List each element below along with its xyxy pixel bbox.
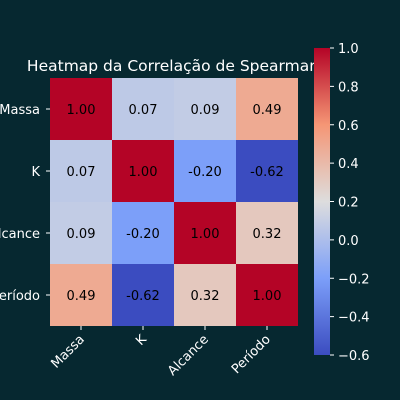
colorbar-tick-label: 0.6 (338, 119, 359, 134)
heatmap-cell: 0.49 (236, 78, 298, 140)
row-label: Período (0, 289, 40, 304)
colorbar: 1.0 0.8 0.6 0.4 0.2 0.0 −0.2 −0.4 −0.6 (314, 42, 370, 364)
heatmap-cell-fill (50, 202, 112, 264)
column-labels: Massa K Alcance Período (48, 326, 274, 379)
heatmap-cell-fill (174, 140, 236, 202)
heatmap-cell-value: 0.32 (191, 289, 220, 304)
colorbar-tick-label: 1.0 (338, 42, 359, 57)
colorbar-tick-label: −0.4 (338, 311, 370, 326)
heatmap-cell-fill (50, 264, 112, 326)
heatmap-cell-fill (174, 202, 236, 264)
colorbar-ticks: 1.0 0.8 0.6 0.4 0.2 0.0 −0.2 −0.4 −0.6 (330, 42, 370, 364)
chart-title: Heatmap da Correlação de Spearman (27, 57, 319, 75)
heatmap-cell: 0.07 (50, 140, 112, 202)
heatmap-cell: 0.49 (50, 264, 112, 326)
heatmap-cell-fill (50, 78, 112, 140)
heatmap-cell: 1.00 (174, 202, 236, 264)
column-label: Alcance (165, 332, 212, 379)
heatmap-cell: 0.32 (236, 202, 298, 264)
heatmap-cell-value: -0.62 (250, 165, 284, 180)
heatmap-cell: 0.09 (50, 202, 112, 264)
heatmap-cell-value: -0.20 (188, 165, 222, 180)
row-labels: Massa K Alcance Período (0, 103, 50, 304)
heatmap-cell: 0.09 (174, 78, 236, 140)
heatmap-cell-value: 0.09 (191, 103, 220, 118)
heatmap-cell-value: -0.62 (126, 289, 160, 304)
colorbar-tick-label: −0.6 (338, 349, 370, 364)
heatmap-cell-value: 0.49 (253, 103, 282, 118)
colorbar-gradient (314, 48, 330, 355)
heatmap-cell: -0.62 (236, 140, 298, 202)
heatmap-cell-fill (236, 78, 298, 140)
column-label: K (133, 332, 150, 349)
heatmap-cell-value: -0.20 (126, 227, 160, 242)
heatmap-cell-value: 0.07 (67, 165, 96, 180)
heatmap-cell-fill (50, 140, 112, 202)
heatmap-cell: 1.00 (112, 140, 174, 202)
heatmap-cell-fill (174, 264, 236, 326)
colorbar-tick-label: −0.2 (338, 272, 370, 287)
column-label: Massa (48, 332, 87, 371)
heatmap-cell-fill (112, 78, 174, 140)
heatmap-cell: -0.20 (112, 202, 174, 264)
heatmap-cell-fill (112, 264, 174, 326)
heatmap-cell: 1.00 (236, 264, 298, 326)
heatmap-cell-fill (236, 202, 298, 264)
column-label: Período (229, 332, 274, 377)
heatmap-cell-value: 0.07 (129, 103, 158, 118)
heatmap-cell-fill (174, 78, 236, 140)
colorbar-tick-label: 0.4 (338, 157, 359, 172)
heatmap-cell: 0.32 (174, 264, 236, 326)
colorbar-tick-label: 0.2 (338, 196, 359, 211)
heatmap-cell-fill (236, 264, 298, 326)
row-label: Massa (0, 103, 40, 118)
heatmap-cell-value: 0.49 (67, 289, 96, 304)
heatmap-cell-value: 1.00 (253, 289, 282, 304)
heatmap-cell-value: 1.00 (129, 165, 158, 180)
colorbar-tick-label: 0.0 (338, 234, 359, 249)
row-label: Alcance (0, 227, 40, 242)
heatmap-cell: 1.00 (50, 78, 112, 140)
colorbar-tick-label: 0.8 (338, 80, 359, 95)
heatmap-cell-fill (112, 140, 174, 202)
heatmap-cell-fill (236, 140, 298, 202)
heatmap-grid: 1.00 0.07 0.09 0.49 0.07 1.00 -0.20 -0.62 0.09 -0… (50, 78, 298, 326)
heatmap-cell-fill (112, 202, 174, 264)
heatmap-cell: -0.20 (174, 140, 236, 202)
heatmap-cell-value: 1.00 (67, 103, 96, 118)
row-label: K (31, 165, 40, 180)
heatmap-cell: 0.07 (112, 78, 174, 140)
heatmap-cell-value: 0.32 (253, 227, 282, 242)
heatmap-cell-value: 0.09 (67, 227, 96, 242)
heatmap-cell-value: 1.00 (191, 227, 220, 242)
heatmap-cell: -0.62 (112, 264, 174, 326)
